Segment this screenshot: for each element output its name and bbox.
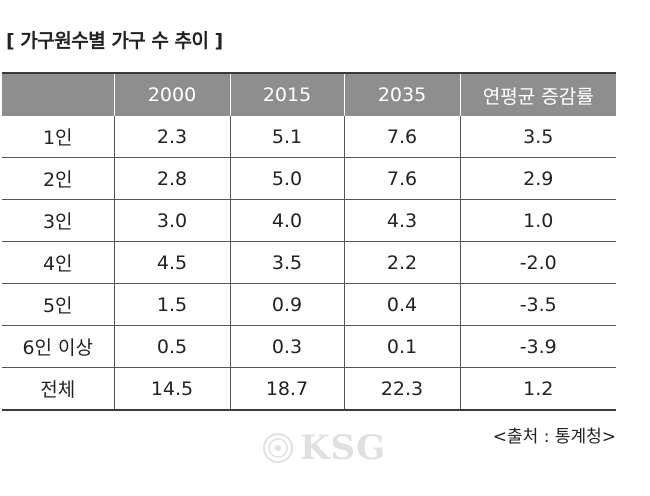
table-cell: -3.5: [460, 283, 616, 326]
table-cell: 1.5: [114, 283, 231, 326]
watermark-text: KSG: [300, 428, 387, 468]
table-cell: 3.0: [114, 199, 231, 242]
table-cell: 5.1: [230, 116, 345, 158]
table-cell: -2.0: [460, 241, 616, 284]
table-cell: 0.9: [230, 283, 345, 326]
table-cell: 18.7: [230, 367, 345, 411]
table-cell: 4.3: [344, 199, 461, 242]
table-cell: 2.9: [460, 157, 616, 200]
table-row-total: 전체 14.5 18.7 22.3 1.2: [2, 367, 616, 411]
header-2015: 2015: [230, 72, 345, 116]
table-cell: 2.2: [344, 241, 461, 284]
table-cell: -3.9: [460, 325, 616, 368]
table-row: 5인 1.5 0.9 0.4 -3.5: [2, 283, 616, 326]
household-table: 2000 2015 2035 연평균 증감률 1인 2.3 5.1 7.6 3.…: [2, 72, 616, 411]
table-cell: 0.3: [230, 325, 345, 368]
table-cell: 22.3: [344, 367, 461, 411]
row-label: 6인 이상: [2, 325, 115, 368]
row-label: 2인: [2, 157, 115, 200]
header-2000: 2000: [114, 72, 231, 116]
row-label: 전체: [2, 367, 115, 411]
table-row: 3인 3.0 4.0 4.3 1.0: [2, 199, 616, 242]
table-row: 4인 4.5 3.5 2.2 -2.0: [2, 241, 616, 284]
table-row: 6인 이상 0.5 0.3 0.1 -3.9: [2, 325, 616, 368]
table-cell: 0.4: [344, 283, 461, 326]
watermark: KSG: [262, 428, 386, 468]
table-cell: 1.2: [460, 367, 616, 411]
table-cell: 3.5: [230, 241, 345, 284]
table-cell: 5.0: [230, 157, 345, 200]
header-corner: [2, 72, 115, 116]
header-2035: 2035: [344, 72, 461, 116]
table-title: [ 가구원수별 가구 수 추이 ]: [6, 30, 223, 52]
row-label: 1인: [2, 116, 115, 158]
table-cell: 1.0: [460, 199, 616, 242]
table-cell: 7.6: [344, 157, 461, 200]
table-cell: 14.5: [114, 367, 231, 411]
table-row: 1인 2.3 5.1 7.6 3.5: [2, 116, 616, 158]
table-cell: 7.6: [344, 116, 461, 158]
source-note: <출처 : 통계청>: [492, 427, 616, 447]
ksg-seal-icon: [263, 433, 293, 463]
table-cell: 3.5: [460, 116, 616, 158]
row-label: 4인: [2, 241, 115, 284]
table-cell: 2.3: [114, 116, 231, 158]
table-cell: 4.5: [114, 241, 231, 284]
table-cell: 4.0: [230, 199, 345, 242]
table-cell: 0.1: [344, 325, 461, 368]
header-annual-change: 연평균 증감률: [460, 72, 616, 116]
header-row: 2000 2015 2035 연평균 증감률: [2, 72, 616, 116]
table-cell: 2.8: [114, 157, 231, 200]
table-row: 2인 2.8 5.0 7.6 2.9: [2, 157, 616, 200]
row-label: 3인: [2, 199, 115, 242]
row-label: 5인: [2, 283, 115, 326]
table-cell: 0.5: [114, 325, 231, 368]
